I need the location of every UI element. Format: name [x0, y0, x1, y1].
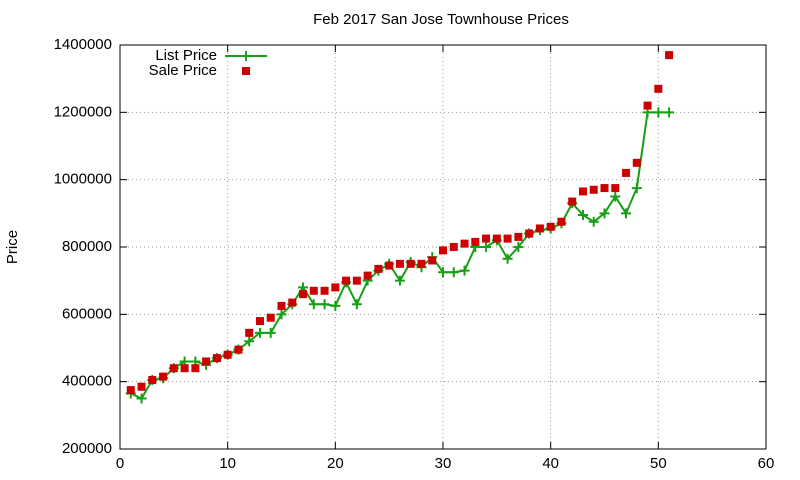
y-tick-label: 600000 — [62, 305, 112, 322]
point-marker — [394, 275, 405, 286]
y-tick-label: 1000000 — [54, 171, 112, 188]
point-marker — [439, 246, 447, 255]
point-marker — [611, 184, 620, 193]
x-tick-label: 0 — [116, 455, 124, 472]
x-tick-label: 40 — [542, 455, 559, 472]
point-marker — [546, 222, 555, 231]
point-marker — [223, 350, 232, 359]
point-marker — [352, 276, 361, 285]
point-marker — [622, 168, 631, 177]
point-marker — [653, 107, 664, 118]
point-marker — [299, 290, 308, 299]
point-marker — [621, 208, 632, 219]
point-marker — [513, 242, 524, 252]
point-marker — [535, 224, 544, 233]
point-marker — [449, 243, 458, 251]
legend-marker — [242, 67, 250, 75]
point-marker — [481, 242, 492, 252]
point-marker — [514, 232, 523, 241]
point-marker — [502, 253, 513, 264]
point-marker — [234, 345, 243, 354]
point-marker — [385, 261, 394, 270]
point-marker — [245, 328, 254, 337]
y-tick-label: 400000 — [62, 373, 112, 390]
point-marker — [363, 271, 372, 280]
x-tick-label: 10 — [219, 455, 236, 472]
point-marker — [277, 301, 286, 310]
point-marker — [202, 357, 211, 366]
point-marker — [459, 265, 470, 276]
point-marker — [330, 300, 341, 311]
y-tick-label: 1200000 — [54, 103, 112, 120]
legend-label: Sale Price — [149, 62, 217, 79]
point-marker — [254, 327, 265, 338]
point-marker — [180, 364, 189, 373]
point-marker — [578, 187, 587, 196]
point-marker — [406, 259, 415, 268]
point-marker — [557, 217, 566, 226]
point-marker — [266, 313, 275, 322]
point-marker — [276, 309, 287, 320]
y-tick-label: 200000 — [62, 440, 112, 457]
point-marker — [331, 283, 340, 292]
legend-marker — [241, 51, 251, 61]
point-marker — [255, 317, 264, 326]
point-marker — [631, 183, 642, 194]
point-marker — [126, 386, 135, 395]
point-marker — [610, 191, 621, 202]
point-marker — [568, 197, 577, 206]
point-marker — [395, 259, 404, 268]
plot-border — [119, 44, 767, 450]
point-marker — [136, 393, 147, 404]
point-marker — [212, 354, 221, 363]
y-axis-label: Price — [4, 230, 21, 264]
point-marker — [428, 256, 437, 265]
point-marker — [244, 336, 255, 347]
point-marker — [374, 264, 383, 273]
point-marker — [438, 267, 448, 278]
point-marker — [342, 276, 351, 285]
point-marker — [309, 286, 318, 295]
point-marker — [599, 208, 610, 219]
point-marker — [654, 84, 663, 93]
x-tick-label: 20 — [327, 455, 344, 472]
point-marker — [159, 372, 168, 381]
point-marker — [664, 107, 675, 118]
point-marker — [351, 299, 362, 310]
point-marker — [492, 234, 501, 243]
point-marker — [288, 298, 297, 307]
point-marker — [417, 259, 426, 268]
point-marker — [665, 51, 674, 60]
legend-label: List Price — [155, 47, 217, 64]
point-marker — [589, 185, 598, 194]
x-tick-label: 30 — [435, 455, 452, 472]
point-marker — [148, 375, 157, 384]
point-marker — [137, 382, 146, 391]
y-tick-label: 1400000 — [54, 36, 112, 53]
point-marker — [600, 184, 609, 193]
x-tick-label: 50 — [650, 455, 667, 472]
point-marker — [632, 158, 641, 167]
point-marker — [308, 299, 319, 310]
point-marker — [525, 229, 534, 238]
x-tick-label: 60 — [758, 455, 775, 472]
point-marker — [319, 299, 330, 310]
point-marker — [169, 364, 178, 373]
point-marker — [448, 267, 459, 278]
point-marker — [191, 364, 200, 373]
y-tick-label: 800000 — [62, 238, 112, 255]
point-marker — [265, 327, 276, 338]
point-marker — [503, 234, 512, 243]
series-line — [130, 111, 670, 400]
point-marker — [320, 286, 329, 295]
chart-title: Feb 2017 San Jose Townhouse Prices — [313, 11, 569, 28]
point-marker — [643, 101, 652, 110]
point-marker — [577, 210, 588, 221]
point-marker — [588, 216, 599, 227]
point-marker — [471, 237, 480, 246]
point-marker — [482, 234, 491, 243]
point-marker — [460, 239, 469, 248]
